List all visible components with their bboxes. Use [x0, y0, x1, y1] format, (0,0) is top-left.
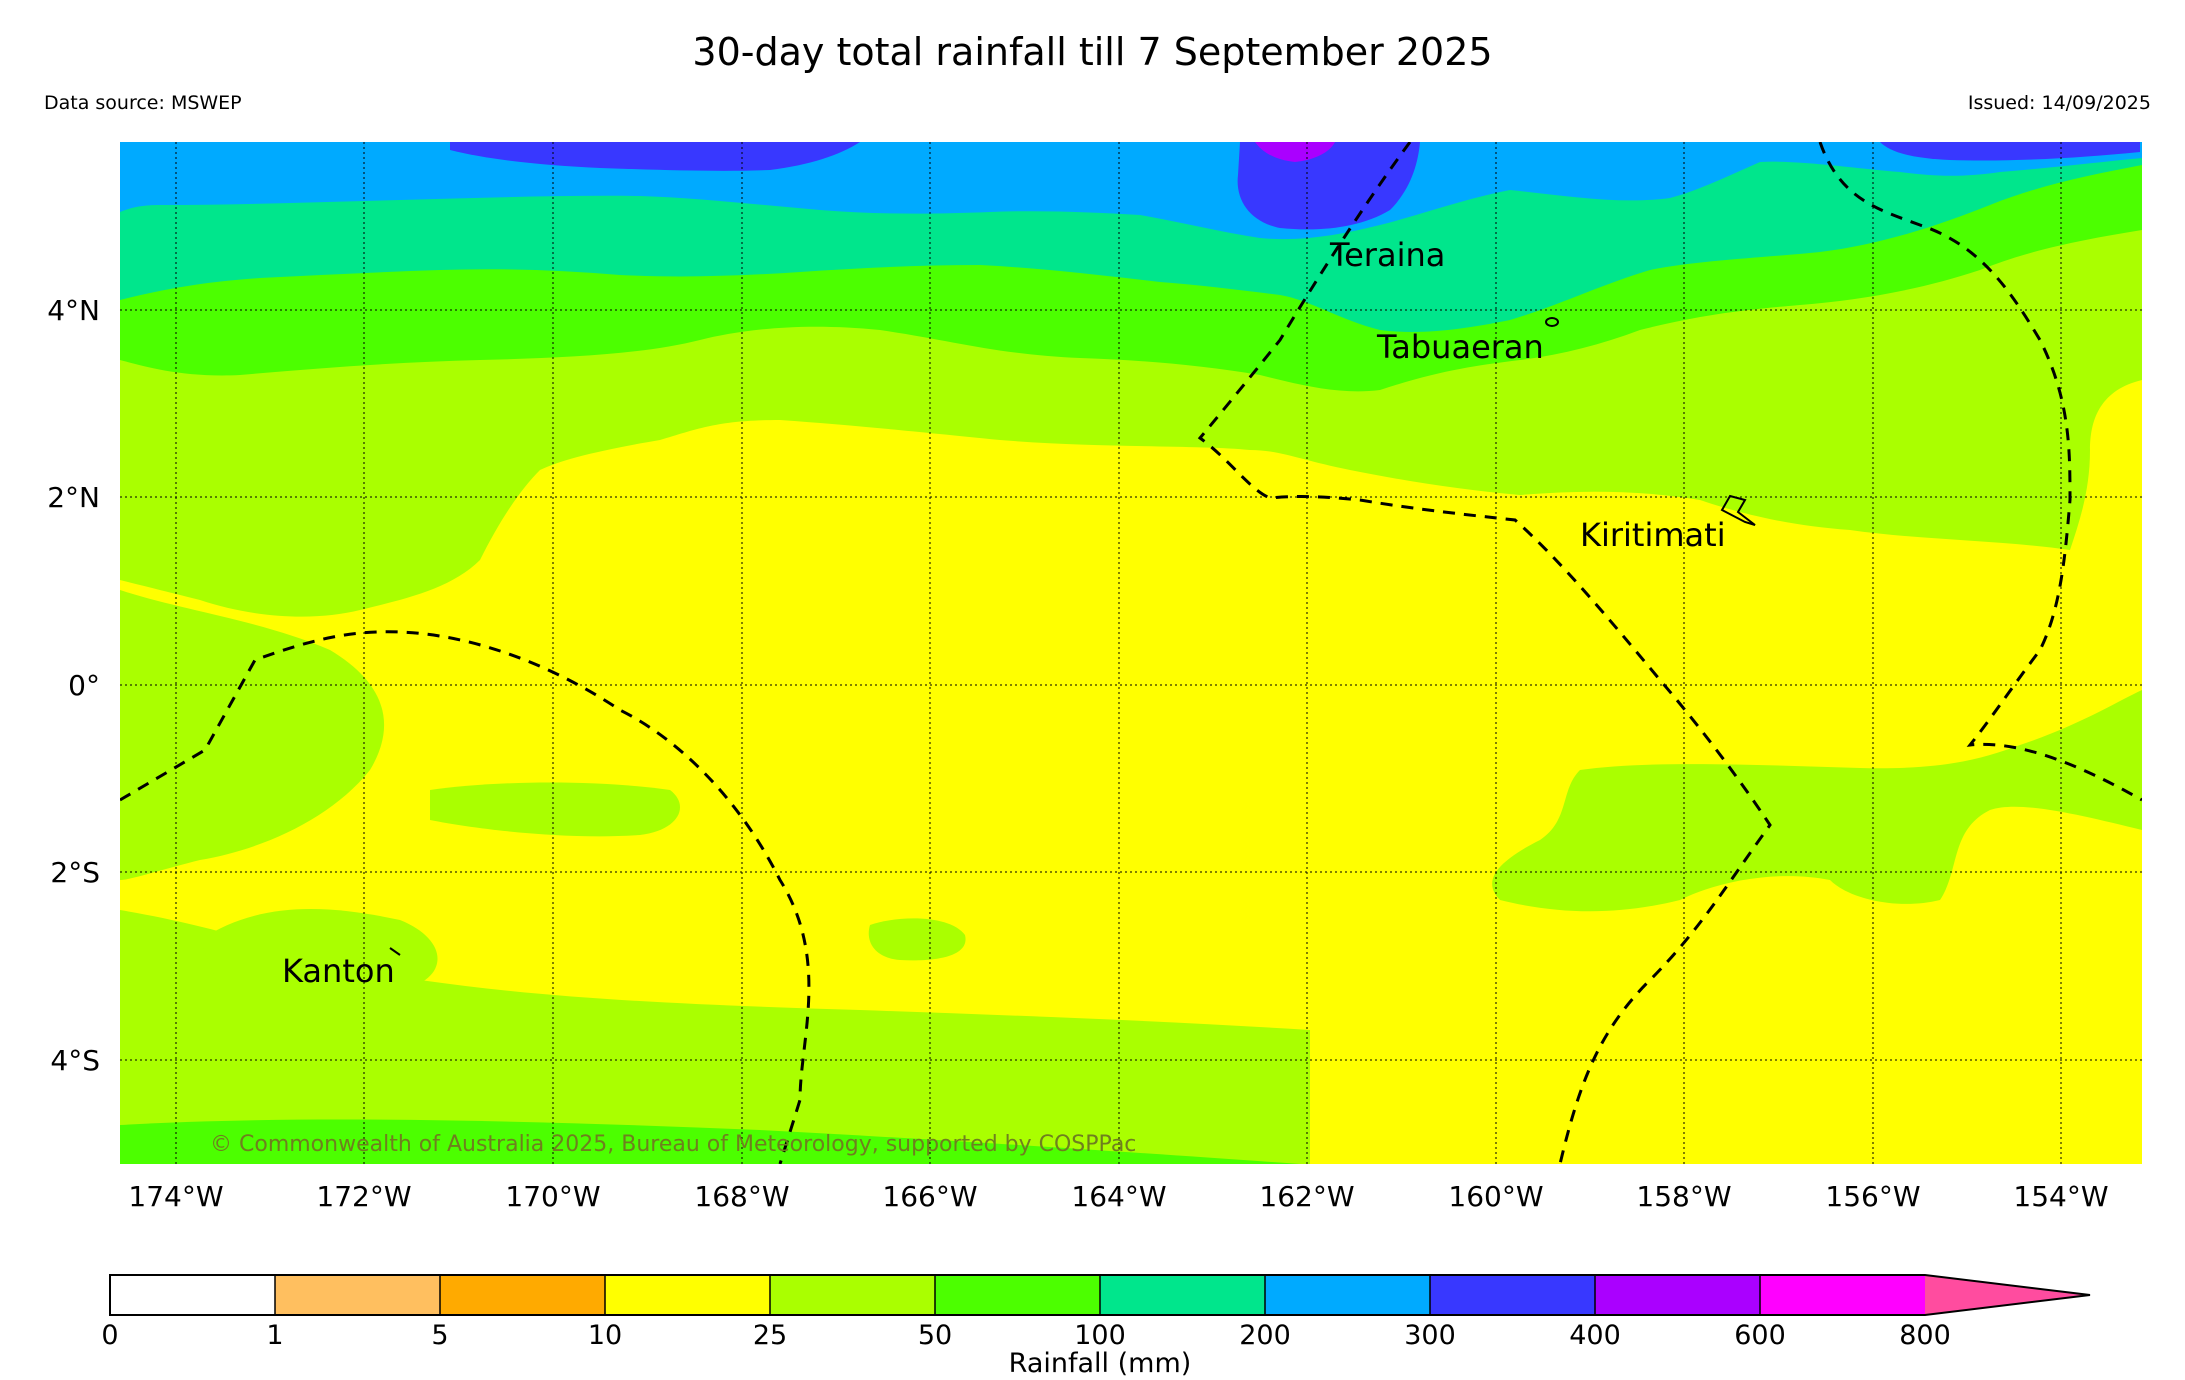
issued-date-label: Issued: 14/09/2025	[1967, 92, 2151, 114]
lat-label-2n: 2°N	[47, 481, 100, 514]
colorbar-swatch-100-200	[1100, 1275, 1265, 1315]
colorbar-swatch-25-50	[770, 1275, 935, 1315]
lon-label-166w: 166°W	[882, 1180, 977, 1213]
colorbar-tick-400: 400	[1569, 1320, 1621, 1351]
lon-label-170w: 170°W	[505, 1180, 600, 1213]
lon-label-164w: 164°W	[1071, 1180, 1166, 1213]
copyright-notice: © Commonwealth of Australia 2025, Bureau…	[210, 1132, 1136, 1157]
rainfall-patch-300-400-central	[1237, 142, 1420, 230]
lat-label-4s: 4°S	[50, 1044, 100, 1077]
colorbar-tick-800: 800	[1899, 1320, 1951, 1351]
place-label-kiritimati: Kiritimati	[1580, 516, 1726, 554]
rainfall-field	[120, 142, 2142, 1164]
lat-label-2s: 2°S	[50, 856, 100, 889]
colorbar-swatch-1-5	[275, 1275, 440, 1315]
kiritimati-island-outline	[1720, 494, 1756, 526]
map-title: 30-day total rainfall till 7 September 2…	[692, 30, 1493, 74]
lon-label-158w: 158°W	[1636, 1180, 1731, 1213]
boundary-line-line-islands-north	[1197, 142, 1772, 1164]
colorbar-tick-600: 600	[1734, 1320, 1786, 1351]
rainfall-patch-25-50-kanton	[200, 908, 438, 998]
colorbar-tick-50: 50	[918, 1320, 952, 1351]
rainfall-patch-300-400-east	[1880, 142, 2140, 161]
lat-label-0: 0°	[68, 669, 100, 702]
boundary-line-line-islands-east	[1818, 142, 2142, 802]
colorbar-tick-0: 0	[101, 1320, 118, 1351]
lon-label-162w: 162°W	[1259, 1180, 1354, 1213]
rainfall-patch-25-50-west	[120, 590, 385, 880]
colorbar-tick-100: 100	[1074, 1320, 1126, 1351]
maritime-boundaries	[120, 142, 2142, 1164]
rainfall-band-25-50-south	[120, 910, 1310, 1164]
place-label-teraina: Teraina	[1329, 236, 1445, 274]
lon-label-160w: 160°W	[1448, 1180, 1543, 1213]
colorbar-tick-10: 10	[588, 1320, 622, 1351]
colorbar-swatch-0-1	[110, 1275, 275, 1315]
colorbar-tick-5: 5	[431, 1320, 448, 1351]
colorbar-swatch-10-25	[605, 1275, 770, 1315]
rainfall-patch-25-50-central-small	[868, 918, 966, 961]
colorbar-swatch-5-10	[440, 1275, 605, 1315]
lon-label-156w: 156°W	[1825, 1180, 1920, 1213]
colorbar-swatch-200-300	[1265, 1275, 1430, 1315]
data-source-label: Data source: MSWEP	[44, 92, 242, 114]
tabuaeran-island-outline	[1545, 317, 1559, 327]
colorbar-title: Rainfall (mm)	[1009, 1348, 1192, 1379]
lat-label-4n: 4°N	[47, 294, 100, 327]
colorbar-outline	[109, 1274, 2091, 1316]
colorbar: 0 1 5 10 25 50 100 200 300 400 600 800 R…	[101, 1274, 2091, 1379]
colorbar-swatch-300-400	[1430, 1275, 1595, 1315]
colorbar-tick-200: 200	[1239, 1320, 1291, 1351]
place-label-kanton: Kanton	[282, 952, 395, 990]
colorbar-tick-1: 1	[266, 1320, 283, 1351]
lon-label-172w: 172°W	[316, 1180, 411, 1213]
colorbar-tick-300: 300	[1404, 1320, 1456, 1351]
colorbar-swatch-400-600	[1595, 1275, 1760, 1315]
lon-label-168w: 168°W	[694, 1180, 789, 1213]
kanton-island-outline	[389, 947, 401, 956]
colorbar-tick-25: 25	[753, 1320, 787, 1351]
place-label-tabuaeran: Tabuaeran	[1376, 328, 1544, 366]
graticule	[120, 142, 2142, 1164]
rainfall-patch-400-600	[1255, 142, 1335, 162]
colorbar-dividers	[274, 1275, 1761, 1315]
colorbar-swatch-50-100	[935, 1275, 1100, 1315]
lon-label-154w: 154°W	[2013, 1180, 2108, 1213]
rainfall-patch-25-50-central	[430, 782, 680, 837]
colorbar-swatch-600-800	[1760, 1275, 1925, 1315]
rainfall-patch-25-50-east	[1492, 690, 2142, 912]
island-outlines	[389, 317, 1756, 956]
rainfall-band-50-100-south	[120, 1119, 1300, 1164]
lon-label-174w: 174°W	[128, 1180, 223, 1213]
colorbar-extend-arrow	[1925, 1275, 2090, 1315]
